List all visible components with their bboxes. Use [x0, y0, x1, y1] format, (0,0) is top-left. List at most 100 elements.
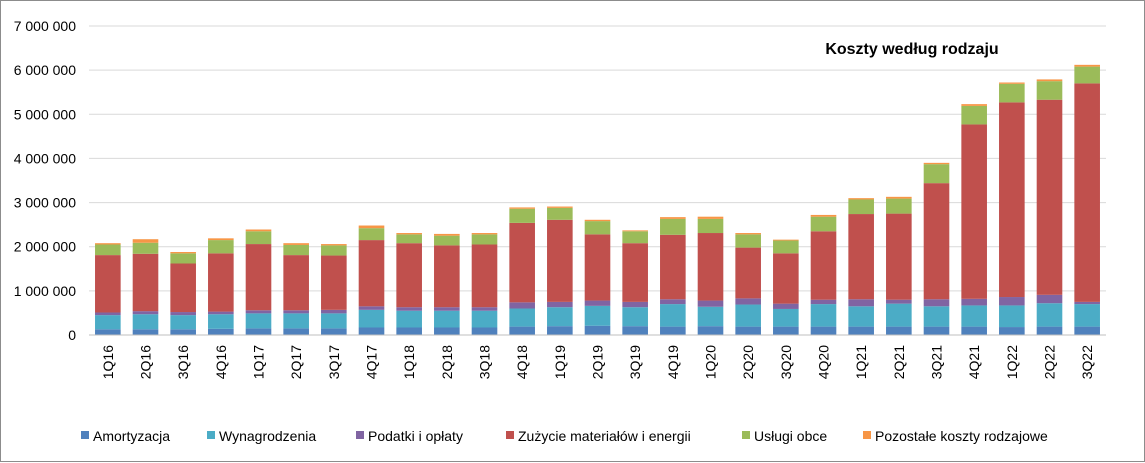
bar-segment — [95, 312, 121, 316]
bar-segment — [810, 216, 837, 232]
y-tick-label: 5 000 000 — [14, 106, 76, 122]
legend-item: Podatki i opłaty — [356, 428, 463, 444]
bar-segment — [1036, 294, 1063, 304]
bar-segment — [735, 247, 761, 299]
bar-segment — [773, 303, 799, 309]
bar-segment — [660, 326, 686, 335]
bar-segment — [1074, 83, 1100, 302]
bar-segment — [208, 328, 234, 335]
bar-segment — [509, 326, 535, 335]
bar-segment — [735, 298, 761, 305]
chart-title: Koszty według rodzaju — [825, 41, 998, 58]
bar-segment — [434, 307, 460, 311]
legend-swatch — [81, 431, 89, 439]
bar-segment — [321, 313, 347, 329]
bar-segment — [95, 255, 121, 313]
bar-segment — [584, 219, 611, 222]
x-tick-label: 2Q17 — [288, 345, 304, 379]
y-tick-label: 6 000 000 — [14, 62, 76, 78]
bars — [95, 64, 1100, 335]
bar-segment — [208, 314, 234, 329]
bar-segment — [396, 307, 422, 311]
bar-segment — [773, 239, 799, 241]
legend-item: Wynagrodzenia — [207, 428, 316, 444]
bar-segment — [509, 222, 535, 303]
legend-item: Zużycie materiałów i energii — [506, 428, 691, 444]
legend-label: Wynagrodzenia — [219, 428, 316, 444]
bar-segment — [773, 240, 799, 254]
legend-swatch — [863, 431, 871, 439]
bar-segment — [622, 301, 648, 308]
bar-segment — [358, 240, 385, 307]
bar-segment — [321, 328, 347, 335]
legend-swatch — [506, 431, 514, 439]
y-tick-label: 2 000 000 — [14, 239, 76, 255]
bar-segment — [471, 310, 498, 328]
bar-segment — [584, 221, 611, 235]
bar-segment — [321, 244, 347, 246]
legend-swatch — [356, 431, 364, 439]
bar-segment — [434, 235, 460, 246]
bar-segment — [660, 218, 686, 235]
bar-segment — [622, 243, 648, 302]
bar-segment — [245, 313, 272, 329]
bar-segment — [208, 311, 234, 315]
bar-segment — [547, 307, 573, 327]
bar-segment — [697, 306, 724, 327]
bar-segment — [773, 308, 799, 327]
bar-segment — [1074, 66, 1100, 84]
bar-segment — [923, 164, 950, 184]
bar-segment — [961, 326, 987, 335]
bar-segment — [283, 244, 309, 256]
x-tick-label: 3Q21 — [929, 345, 945, 379]
y-tick-label: 0 — [68, 327, 76, 343]
bar-segment — [245, 310, 272, 314]
x-tick-label: 1Q22 — [1004, 345, 1020, 379]
bar-segment — [547, 219, 573, 302]
bar-segment — [95, 329, 121, 335]
bar-segment — [999, 327, 1025, 335]
legend-item: Pozostałe koszty rodzajowe — [863, 428, 1048, 444]
x-tick-label: 2Q19 — [590, 345, 606, 379]
legend-item: Usługi obce — [742, 428, 827, 444]
x-tick-label: 1Q19 — [552, 345, 568, 379]
legend-swatch — [742, 431, 750, 439]
bar-segment — [848, 326, 874, 335]
bar-segment — [396, 327, 422, 335]
bar-segment — [283, 328, 309, 335]
bar-segment — [1074, 301, 1100, 305]
bar-segment — [923, 162, 950, 165]
bar-segment — [471, 234, 498, 245]
bar-segment — [660, 217, 686, 219]
bar-segment — [434, 245, 460, 308]
bar-segment — [848, 299, 874, 307]
bar-segment — [396, 243, 422, 308]
bar-segment — [886, 299, 912, 304]
x-tick-label: 3Q16 — [175, 345, 191, 379]
bar-segment — [321, 245, 347, 256]
bar-segment — [1036, 303, 1063, 327]
bar-segment — [735, 304, 761, 327]
bar-segment — [509, 207, 535, 209]
legend-label: Podatki i opłaty — [368, 428, 463, 444]
bar-segment — [396, 234, 422, 244]
bar-segment — [961, 305, 987, 327]
bar-segment — [660, 234, 686, 300]
bar-segment — [358, 309, 385, 328]
bar-segment — [170, 252, 196, 254]
bar-segment — [471, 327, 498, 335]
x-tick-label: 3Q18 — [477, 345, 493, 379]
bar-segment — [923, 326, 950, 335]
bar-segment — [434, 233, 460, 236]
bar-segment — [358, 228, 385, 241]
bar-segment — [170, 329, 196, 335]
bar-segment — [923, 306, 950, 327]
x-tick-label: 1Q16 — [100, 345, 116, 379]
bar-segment — [1036, 99, 1063, 295]
bar-segment — [886, 196, 912, 199]
bar-segment — [622, 326, 648, 335]
bar-segment — [321, 309, 347, 314]
x-tick-label: 1Q20 — [703, 345, 719, 379]
bar-segment — [848, 199, 874, 215]
